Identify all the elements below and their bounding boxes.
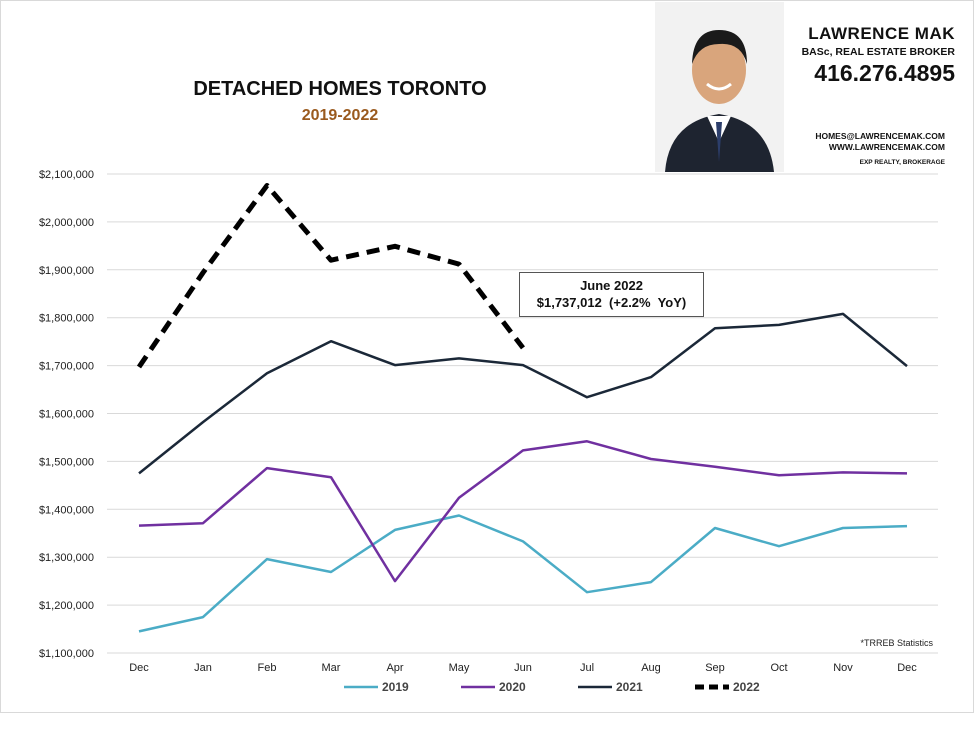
chart-frame [0, 0, 974, 713]
x-tick-label: May [449, 662, 470, 674]
broker-brokerage: EXP REALTY, BROKERAGE [859, 159, 945, 166]
x-tick-label: Sep [705, 662, 725, 674]
y-tick-label: $1,400,000 [39, 504, 94, 516]
callout-title: June 2022 [580, 278, 643, 293]
y-tick-label: $1,800,000 [39, 313, 94, 325]
x-tick-label: Apr [386, 662, 403, 674]
broker-contact: HOMES@LAWRENCEMAK.COM WWW.LAWRENCEMAK.CO… [790, 131, 945, 168]
y-tick-label: $1,100,000 [39, 648, 94, 660]
x-tick-label: Jul [580, 662, 594, 674]
x-tick-label: Jun [514, 662, 532, 674]
y-tick-label: $1,700,000 [39, 361, 94, 373]
x-tick-label: Nov [833, 662, 853, 674]
legend-label-2021: 2021 [616, 680, 643, 694]
source-note: *TRREB Statistics [860, 638, 933, 648]
y-tick-label: $2,000,000 [39, 217, 94, 229]
broker-name: LAWRENCE MAK [808, 24, 955, 43]
x-tick-label: Oct [770, 662, 787, 674]
x-tick-label: Feb [258, 662, 277, 674]
legend-label-2022: 2022 [733, 680, 760, 694]
legend-label-2019: 2019 [382, 680, 409, 694]
line-chart: $1,100,000 $1,200,000 $1,300,000 $1,400,000… [39, 169, 938, 694]
y-tick-label: $1,600,000 [39, 409, 94, 421]
series-line-2021 [138, 312, 908, 475]
y-tick-label: $2,100,000 [39, 169, 94, 181]
legend-label-2020: 2020 [499, 680, 526, 694]
series-line-2019 [138, 514, 908, 633]
broker-phone: 416.276.4895 [814, 60, 955, 86]
broker-credentials: BASc, REAL ESTATE BROKER [801, 46, 955, 58]
callout-value: $1,737,012 (+2.2% YoY) [536, 295, 687, 310]
y-tick-label: $1,500,000 [39, 456, 94, 468]
x-tick-label: Aug [641, 662, 661, 674]
y-tick-label: $1,200,000 [39, 600, 94, 612]
y-tick-label: $1,300,000 [39, 552, 94, 564]
x-tick-label: Mar [322, 662, 341, 674]
chart-title: DETACHED HOMES TORONTO [193, 78, 487, 100]
x-tick-label: Dec [897, 662, 917, 674]
chart-subtitle: 2019-2022 [301, 107, 379, 124]
broker-website: WWW.LAWRENCEMAK.COM [828, 142, 945, 152]
broker-info: LAWRENCE MAK BASc, REAL ESTATE BROKER 41… [790, 24, 955, 87]
y-tick-label: $1,900,000 [39, 265, 94, 277]
x-tick-label: Dec [129, 662, 149, 674]
broker-email: HOMES@LAWRENCEMAK.COM [815, 131, 945, 141]
series-line-2020 [138, 440, 908, 583]
june-2022-callout: June 2022 $1,737,012 (+2.2% YoY) [519, 272, 704, 317]
x-tick-label: Jan [194, 662, 212, 674]
series-line-2022 [136, 183, 525, 369]
broker-photo [655, 2, 784, 172]
